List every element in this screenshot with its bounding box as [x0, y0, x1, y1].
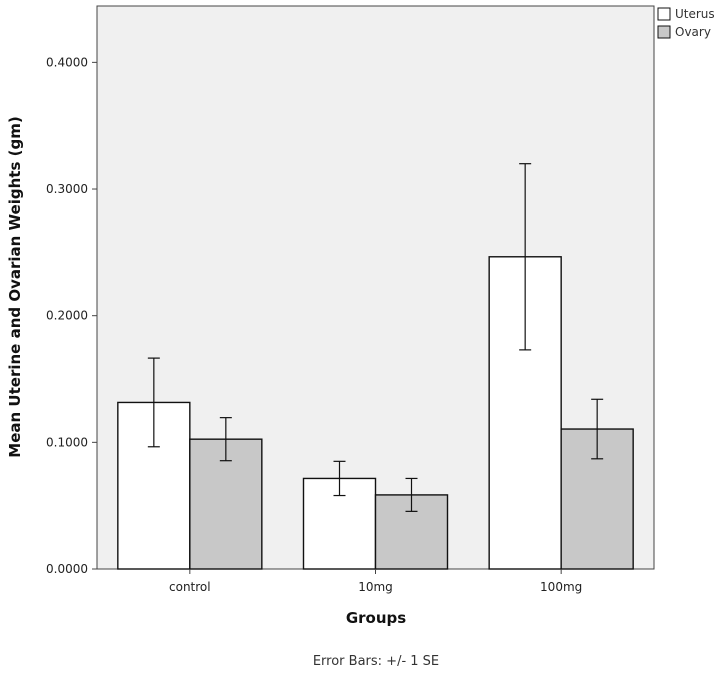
y-tick-label: 0.2000 [46, 309, 88, 323]
legend-swatch-uterus [657, 7, 671, 21]
bar-ovary-10mg [374, 494, 449, 570]
x-tick-label-10mg: 10mg [358, 580, 393, 594]
x-axis: control 10mg 100mg [169, 569, 582, 594]
error-bar-ovary-control [219, 417, 232, 462]
legend-label-uterus: Uterus [675, 7, 715, 21]
x-axis-title: Groups [346, 609, 406, 627]
y-axis: 0.0000 0.1000 0.2000 0.3000 0.4000 [46, 55, 97, 576]
x-tick-label-100mg: 100mg [540, 580, 582, 594]
error-bar-ovary-100mg [591, 398, 604, 460]
legend-swatch-ovary [657, 25, 671, 39]
legend-label-ovary: Ovary [675, 25, 711, 39]
y-tick-label: 0.3000 [46, 182, 88, 196]
error-bars-group [147, 163, 604, 512]
legend: Uterus Ovary [657, 7, 715, 39]
y-axis-title: Mean Uterine and Ovarian Weights (gm) [6, 116, 24, 457]
x-tick-label-control: control [169, 580, 211, 594]
error-bar-uterus-control [147, 357, 160, 448]
y-tick-label: 0.4000 [46, 55, 88, 69]
error-bars-note: Error Bars: +/- 1 SE [313, 654, 439, 669]
error-bar-uterus-10mg [333, 460, 346, 497]
y-tick-label: 0.1000 [46, 435, 88, 449]
y-tick-label: 0.0000 [46, 562, 88, 576]
error-bar-uterus-100mg [519, 163, 532, 351]
error-bar-ovary-10mg [405, 477, 418, 512]
